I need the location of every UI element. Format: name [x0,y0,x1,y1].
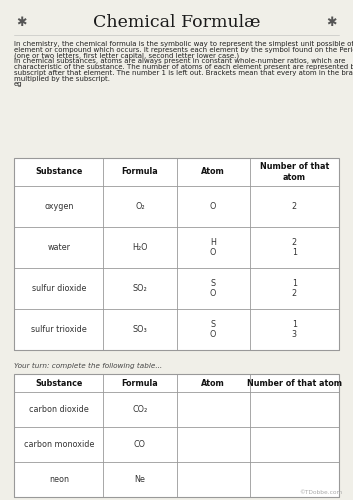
Text: 2: 2 [292,202,297,211]
Text: water: water [47,243,70,252]
Bar [14,158,339,350]
Text: O₂: O₂ [135,202,145,211]
Text: O: O [210,202,216,211]
Text: neon: neon [49,474,69,484]
Text: S
O: S O [210,279,216,298]
Text: carbon dioxide: carbon dioxide [29,405,89,414]
Text: characteristic of the substance. The number of atoms of each element present are: characteristic of the substance. The num… [14,64,353,70]
Text: CO₂: CO₂ [132,405,148,414]
Text: carbon monoxide: carbon monoxide [24,440,94,449]
Text: 1
3: 1 3 [292,320,297,339]
Text: SO₃: SO₃ [133,325,147,334]
Text: Atom: Atom [201,168,225,176]
Text: Substance: Substance [35,168,83,176]
Text: In chemical substances, atoms are always present in constant whole-number ratios: In chemical substances, atoms are always… [14,58,346,64]
Text: 2
1: 2 1 [292,238,297,258]
Text: Number of that
atom: Number of that atom [259,162,329,182]
Text: eg: eg [14,81,23,87]
Text: ©TDobbe.com: ©TDobbe.com [299,490,342,495]
Text: H
O: H O [210,238,216,258]
Text: Chemical Formulæ: Chemical Formulæ [93,14,260,31]
Text: ✱: ✱ [327,16,337,29]
Text: Ne: Ne [134,474,145,484]
Text: ✱: ✱ [16,16,26,29]
Text: subscript after that element. The number 1 is left out. Brackets mean that every: subscript after that element. The number… [14,70,353,75]
Text: Atom: Atom [201,378,225,388]
Text: Number of that atom: Number of that atom [247,378,342,388]
Text: In chemistry, the chemical formula is the symbolic way to represent the simplest: In chemistry, the chemical formula is th… [14,41,353,47]
Text: (one or two letters, first letter capital, second letter lower case.): (one or two letters, first letter capita… [14,52,239,59]
Text: multiplied by the subscript.: multiplied by the subscript. [14,76,110,82]
Text: Your turn: complete the following table...: Your turn: complete the following table.… [14,362,162,368]
Text: H₂O: H₂O [132,243,148,252]
Text: S
O: S O [210,320,216,339]
Text: CO: CO [134,440,146,449]
Text: Formula: Formula [121,378,158,388]
Text: sulfur dioxide: sulfur dioxide [31,284,86,293]
Text: element or compound which occurs. It represents each element by the symbol found: element or compound which occurs. It rep… [14,46,353,52]
Text: Substance: Substance [35,378,83,388]
Bar [14,374,339,496]
Text: sulfur trioxide: sulfur trioxide [31,325,86,334]
Text: oxygen: oxygen [44,202,73,211]
Text: 1
2: 1 2 [292,279,297,298]
Text: SO₂: SO₂ [133,284,147,293]
Text: Formula: Formula [121,168,158,176]
